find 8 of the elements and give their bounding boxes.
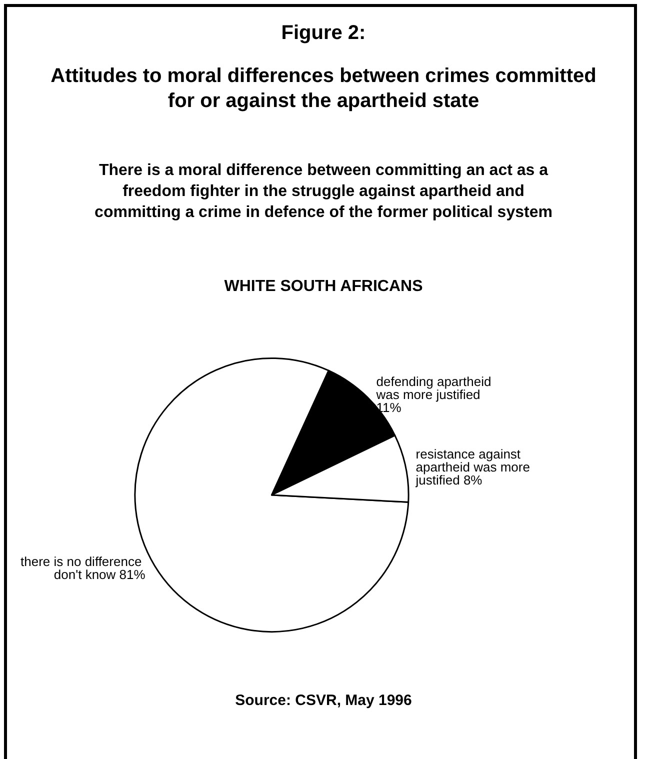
text: WHITE SOUTH AFRICANS — [223, 278, 424, 296]
slice-label: defending apartheid was more justified — [375, 374, 495, 402]
slice-label: resistance against apartheid was more justified 8% — [414, 446, 534, 488]
source-note: Source: CSVR, May 1996 — [234, 692, 413, 709]
text: There is a moral difference between committing an act as a freedom fighter in the struggle against apartheid and committing a crime in defence of the former political system — [94, 161, 554, 223]
chart-subtitle: Attitudes to moral differences between crimes committed for or against the apartheid state — [50, 64, 598, 114]
chart-title: Figure 2: — [280, 22, 367, 45]
slice-label: there is no difference don't know 81% — [20, 554, 146, 582]
